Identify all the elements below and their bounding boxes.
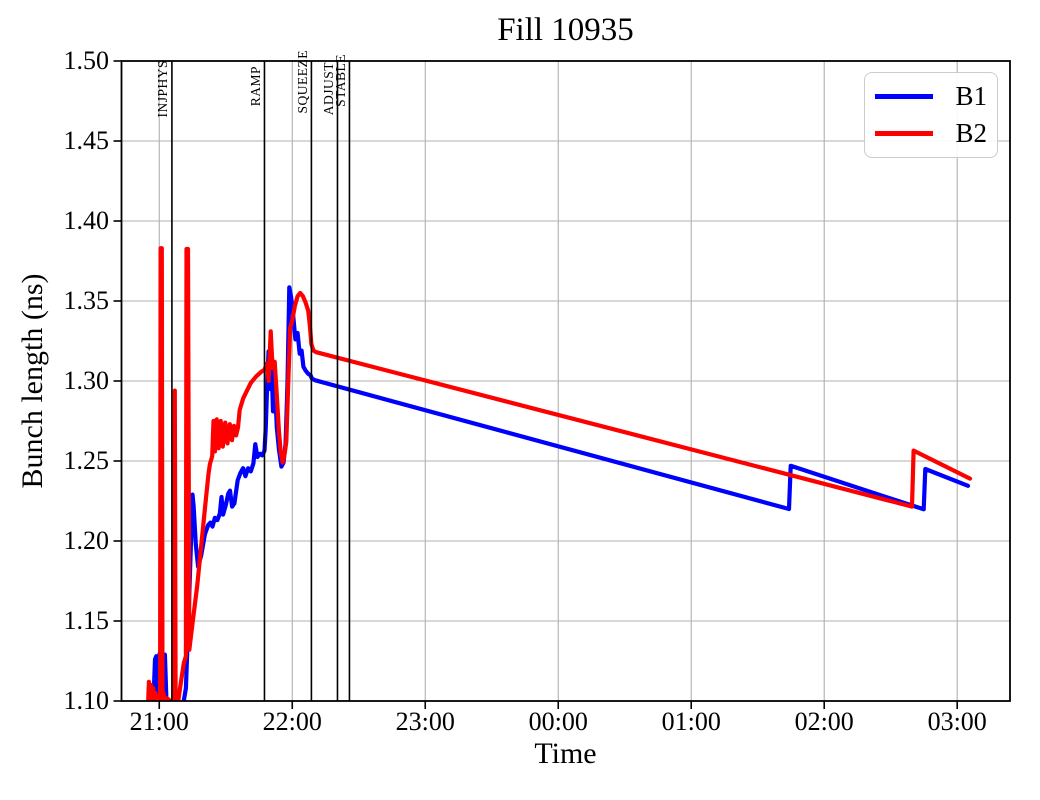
chart-title: Fill 10935 (497, 12, 634, 48)
x-tick-label-3: 00:00 (528, 707, 588, 736)
y-tick-label-7: 1.45 (63, 126, 110, 155)
y-tick-label-6: 1.40 (63, 206, 110, 235)
x-tick-label-0: 21:00 (129, 707, 189, 736)
y-tick-label-2: 1.20 (63, 526, 110, 555)
y-tick-label-0: 1.10 (63, 686, 110, 715)
x-tick-label-5: 02:00 (794, 707, 854, 736)
b1-line-swatch (875, 94, 933, 99)
legend-label-b2: B2 (955, 118, 987, 148)
mode-label-injphys: INJPHYS (155, 60, 171, 118)
y-tick-label-1: 1.15 (63, 606, 110, 635)
mode-label-ramp: RAMP (247, 66, 263, 107)
y-tick-label-8: 1.50 (63, 46, 110, 75)
x-tick-label-4: 01:00 (661, 707, 721, 736)
legend-entry-b1: B1 (875, 83, 987, 110)
y-tick-label-5: 1.35 (63, 286, 110, 315)
legend-label-b1: B1 (955, 81, 987, 111)
legend: B1 B2 (864, 72, 998, 158)
y-tick-label-3: 1.25 (63, 446, 110, 475)
b2-line-swatch (875, 131, 933, 136)
x-tick-label-2: 23:00 (395, 707, 455, 736)
mode-label-squeeze: SQUEEZE (294, 50, 310, 114)
x-tick-label-1: 22:00 (262, 707, 322, 736)
x-axis-label: Time (534, 737, 597, 770)
y-tick-label-4: 1.30 (63, 366, 110, 395)
legend-entry-b2: B2 (875, 120, 987, 147)
x-tick-label-6: 03:00 (927, 707, 987, 736)
mode-label-stable: STABLE (332, 54, 348, 107)
y-axis-label: Bunch length (ns) (16, 273, 49, 489)
